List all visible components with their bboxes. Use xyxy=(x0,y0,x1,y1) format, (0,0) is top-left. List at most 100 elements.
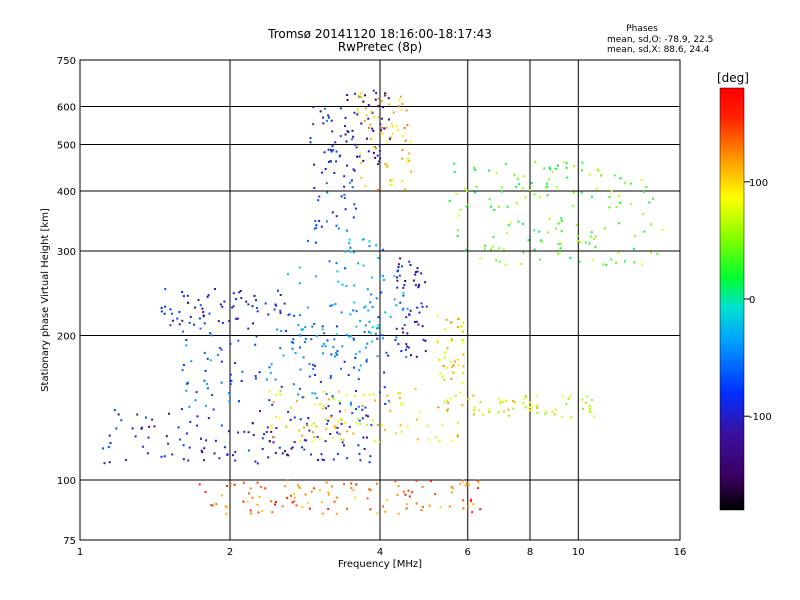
echo-point xyxy=(630,182,633,185)
echo-point xyxy=(267,456,270,459)
echo-point xyxy=(390,183,393,186)
echo-point xyxy=(459,482,462,485)
echo-point xyxy=(415,320,418,323)
echo-point xyxy=(315,275,318,278)
x-tick-label: 4 xyxy=(377,547,383,558)
echo-point xyxy=(388,401,391,404)
echo-point xyxy=(291,501,294,504)
echo-point xyxy=(108,461,111,464)
echo-point xyxy=(233,483,236,486)
echo-point xyxy=(352,216,355,219)
echo-point xyxy=(608,206,611,209)
echo-point xyxy=(417,286,420,289)
echo-point xyxy=(389,183,392,186)
echo-point xyxy=(529,401,532,404)
echo-point xyxy=(153,425,156,428)
echo-point xyxy=(239,290,242,292)
echo-point xyxy=(334,141,337,144)
echo-point xyxy=(401,308,404,311)
echo-point xyxy=(314,220,317,222)
echo-point xyxy=(456,326,459,329)
echo-point xyxy=(327,160,330,163)
echo-point xyxy=(551,171,554,173)
echo-point xyxy=(618,222,620,225)
echo-point xyxy=(500,400,502,403)
echo-point xyxy=(195,391,198,394)
echo-point xyxy=(630,203,633,206)
echo-point xyxy=(448,200,451,203)
echo-point xyxy=(467,203,470,206)
echo-point xyxy=(377,316,380,319)
echo-point xyxy=(367,117,370,120)
echo-point xyxy=(409,264,412,266)
echo-point xyxy=(307,417,310,420)
echo-point xyxy=(311,392,314,395)
echo-point xyxy=(176,317,179,320)
echo-point xyxy=(256,462,259,465)
echo-point xyxy=(545,182,548,185)
echo-point xyxy=(394,480,397,483)
echo-point xyxy=(400,108,403,111)
echo-point xyxy=(283,485,286,488)
echo-point xyxy=(303,395,306,398)
echo-point xyxy=(117,413,120,416)
echo-point xyxy=(321,345,324,348)
echo-point xyxy=(198,483,201,486)
echo-point xyxy=(576,234,579,237)
echo-point xyxy=(275,501,277,504)
echo-point xyxy=(298,486,301,489)
echo-point xyxy=(507,414,510,417)
echo-point xyxy=(425,305,428,308)
echo-point xyxy=(384,92,387,95)
echo-point xyxy=(301,446,303,449)
echo-point xyxy=(316,435,319,438)
echo-point xyxy=(343,193,346,196)
echo-point xyxy=(326,220,328,223)
echo-point xyxy=(376,423,379,426)
echo-point xyxy=(500,190,503,193)
echo-point xyxy=(376,355,379,358)
echo-point xyxy=(378,440,380,443)
echo-point xyxy=(416,418,418,421)
echo-point xyxy=(353,111,356,114)
echo-point xyxy=(507,224,510,227)
echo-point xyxy=(303,341,306,343)
echo-point xyxy=(602,263,605,266)
echo-point xyxy=(360,92,363,95)
echo-point xyxy=(401,103,404,105)
echo-point xyxy=(615,206,618,208)
echo-point xyxy=(234,451,237,454)
echo-point xyxy=(279,389,282,392)
echo-point xyxy=(333,500,336,503)
echo-point xyxy=(437,341,439,344)
echo-point xyxy=(472,503,475,506)
echo-point xyxy=(279,347,282,350)
echo-point xyxy=(377,104,380,107)
echo-point xyxy=(643,230,646,233)
echo-point xyxy=(421,305,424,308)
echo-point xyxy=(461,404,464,407)
echo-point xyxy=(648,201,651,204)
echo-point xyxy=(229,342,232,345)
echo-point xyxy=(389,409,392,412)
echo-point xyxy=(322,352,325,355)
echo-point xyxy=(462,321,465,324)
echo-point xyxy=(488,411,491,414)
echo-point xyxy=(468,483,470,486)
echo-point xyxy=(248,492,251,495)
echo-point xyxy=(540,239,542,242)
echo-point xyxy=(324,168,327,170)
echo-point xyxy=(343,482,345,485)
echo-point xyxy=(310,338,313,341)
echo-point xyxy=(209,332,212,335)
echo-point xyxy=(422,505,424,508)
echo-point xyxy=(178,323,181,326)
echo-point xyxy=(196,415,199,418)
echo-point xyxy=(456,229,459,232)
echo-point xyxy=(377,327,380,329)
echo-point xyxy=(327,405,330,408)
echo-point xyxy=(356,155,359,158)
echo-point xyxy=(400,402,403,405)
echo-point xyxy=(247,449,250,452)
echo-point xyxy=(335,352,338,355)
